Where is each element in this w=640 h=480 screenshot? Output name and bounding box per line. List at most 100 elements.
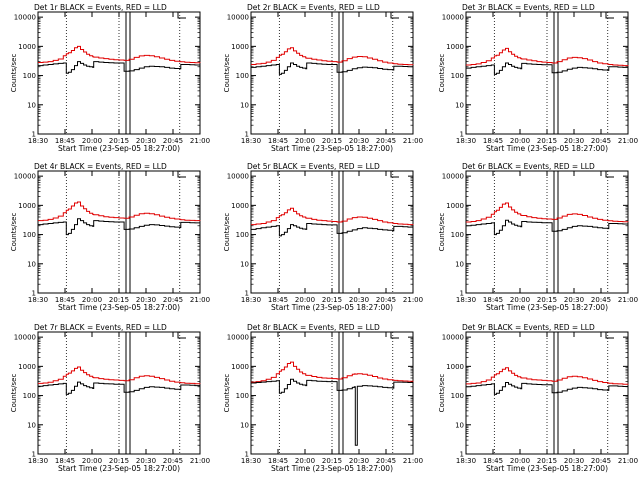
lld-series-line <box>251 207 414 226</box>
data-gap-marker <box>125 331 131 455</box>
x-tick-label: 20:15 <box>109 296 129 304</box>
x-tick-label: 18:30 <box>241 457 261 465</box>
y-tick-label: 10000 <box>227 14 249 22</box>
y-tick-label: 1000 <box>446 43 464 51</box>
y-axis-label: Counts/sec <box>438 374 446 413</box>
panel-title: Det 8r BLACK = Events, RED = LLD <box>247 323 380 332</box>
detector-panel: Det 3r BLACK = Events, RED = LLD 1 10 100 10… <box>438 3 638 153</box>
lld-series-line <box>466 202 629 223</box>
lld-series-line <box>466 367 629 385</box>
x-tick-label: 21:00 <box>190 457 210 465</box>
panel-title: Det 1r BLACK = Events, RED = LLD <box>34 3 167 12</box>
x-tick-label: 20:15 <box>322 296 342 304</box>
y-tick-label: 100 <box>236 392 249 400</box>
y-tick-label: 1000 <box>231 202 249 210</box>
events-series-line <box>38 381 201 395</box>
x-tick-label: 20:45 <box>163 296 183 304</box>
x-tick-label: 20:15 <box>537 457 557 465</box>
x-axis-label: Start Time (23-Sep-05 18:27:00) <box>486 464 608 473</box>
x-tick-label: 20:45 <box>591 296 611 304</box>
lld-series-line <box>38 201 201 222</box>
attenuator-state-marker <box>605 332 614 339</box>
y-tick-label: 100 <box>236 72 249 80</box>
events-series-line <box>251 378 414 446</box>
y-axis-label: Counts/sec <box>223 54 231 93</box>
x-axis-label: Start Time (23-Sep-05 18:27:00) <box>486 144 608 153</box>
y-tick-label: 10000 <box>442 334 464 342</box>
x-axis-label: Start Time (23-Sep-05 18:27:00) <box>271 303 393 312</box>
x-tick-label: 18:45 <box>483 137 503 145</box>
x-tick-label: 20:15 <box>537 137 557 145</box>
x-axis-label: Start Time (23-Sep-05 18:27:00) <box>271 144 393 153</box>
x-tick-label: 20:00 <box>295 296 315 304</box>
x-tick-label: 20:45 <box>163 137 183 145</box>
attenuator-state-marker <box>177 332 186 339</box>
y-tick-label: 1000 <box>446 202 464 210</box>
events-series-line <box>466 219 629 236</box>
y-axis-label: Counts/sec <box>223 213 231 252</box>
x-tick-label: 21:00 <box>618 457 638 465</box>
x-tick-label: 20:15 <box>322 137 342 145</box>
events-series-line <box>251 62 414 75</box>
detector-panel: Det 7r BLACK = Events, RED = LLD 1 10 100 10… <box>10 323 210 473</box>
x-tick-label: 20:00 <box>510 296 530 304</box>
x-tick-label: 21:00 <box>190 296 210 304</box>
panel-title: Det 3r BLACK = Events, RED = LLD <box>462 3 595 12</box>
x-tick-label: 18:45 <box>268 296 288 304</box>
x-tick-label: 18:45 <box>55 137 75 145</box>
x-tick-label: 20:45 <box>376 296 396 304</box>
y-tick-label: 1000 <box>18 202 36 210</box>
panel-title: Det 2r BLACK = Events, RED = LLD <box>247 3 380 12</box>
x-tick-label: 21:00 <box>403 296 423 304</box>
y-tick-label: 1 <box>245 131 249 139</box>
x-tick-label: 18:45 <box>55 296 75 304</box>
y-tick-label: 100 <box>236 231 249 239</box>
y-tick-label: 1 <box>245 451 249 459</box>
lld-series-line <box>251 47 414 66</box>
attenuator-state-marker <box>390 171 399 178</box>
x-tick-label: 18:30 <box>28 296 48 304</box>
y-tick-label: 10 <box>455 421 464 429</box>
x-tick-label: 18:45 <box>483 296 503 304</box>
events-series-line <box>466 62 629 75</box>
lld-series-line <box>251 361 414 383</box>
x-tick-label: 20:30 <box>349 137 369 145</box>
y-tick-label: 10 <box>455 260 464 268</box>
y-tick-label: 1000 <box>231 43 249 51</box>
x-tick-label: 20:00 <box>295 457 315 465</box>
panel-title: Det 9r BLACK = Events, RED = LLD <box>462 323 595 332</box>
data-gap-marker <box>338 11 344 135</box>
y-tick-label: 10 <box>240 101 249 109</box>
y-tick-label: 1 <box>245 290 249 298</box>
y-tick-label: 100 <box>23 392 36 400</box>
x-tick-label: 20:30 <box>564 457 584 465</box>
events-series-line <box>38 61 201 74</box>
x-tick-label: 20:30 <box>564 296 584 304</box>
y-axis-label: Counts/sec <box>223 374 231 413</box>
attenuator-state-marker <box>390 12 399 19</box>
x-tick-label: 20:15 <box>322 457 342 465</box>
attenuator-state-marker <box>390 332 399 339</box>
detector-panel: Det 2r BLACK = Events, RED = LLD 1 10 100 10… <box>223 3 423 153</box>
attenuator-state-marker <box>177 171 186 178</box>
x-tick-label: 20:00 <box>510 457 530 465</box>
x-tick-label: 20:30 <box>564 137 584 145</box>
x-axis-label: Start Time (23-Sep-05 18:27:00) <box>486 303 608 312</box>
data-gap-marker <box>125 11 131 135</box>
lld-series-line <box>466 47 629 67</box>
y-tick-label: 1 <box>32 131 36 139</box>
x-tick-label: 18:45 <box>268 457 288 465</box>
detector-panel: Det 6r BLACK = Events, RED = LLD 1 10 100 10… <box>438 162 638 312</box>
y-tick-label: 100 <box>23 72 36 80</box>
x-tick-label: 18:30 <box>241 296 261 304</box>
y-tick-label: 10 <box>27 421 36 429</box>
data-gap-marker <box>125 170 131 294</box>
y-axis-label: Counts/sec <box>438 54 446 93</box>
detector-panel: Det 1r BLACK = Events, RED = LLD 1 10 100 10… <box>10 3 210 153</box>
x-tick-label: 21:00 <box>618 137 638 145</box>
y-axis-label: Counts/sec <box>10 54 18 93</box>
panel-title: Det 5r BLACK = Events, RED = LLD <box>247 162 380 171</box>
x-tick-label: 21:00 <box>403 457 423 465</box>
x-tick-label: 20:45 <box>376 137 396 145</box>
y-tick-label: 10000 <box>14 173 36 181</box>
